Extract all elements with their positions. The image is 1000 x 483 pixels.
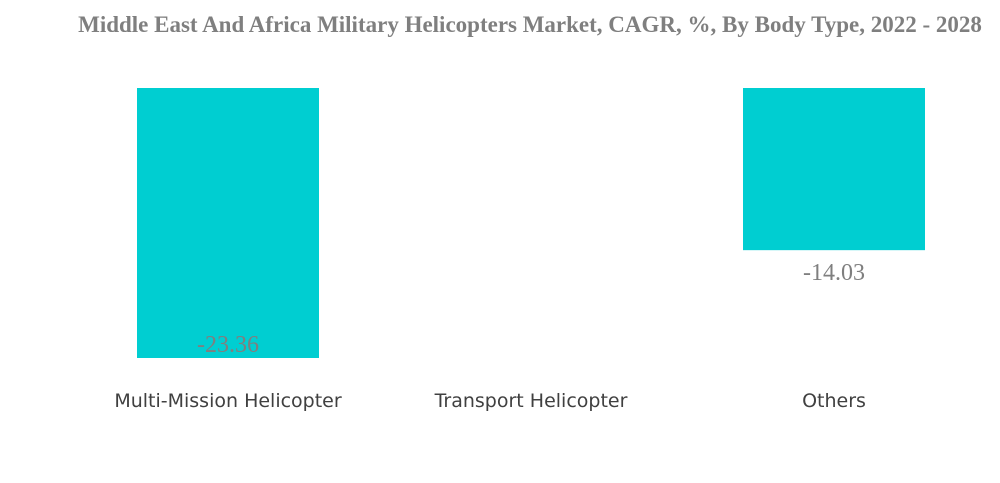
bar-others	[743, 88, 925, 251]
data-label-multi-mission-helicopter: -23.36	[197, 332, 259, 358]
chart-title: Middle East And Africa Military Helicopt…	[78, 12, 982, 37]
category-label-others: Others	[802, 390, 866, 412]
category-label-transport-helicopter: Transport Helicopter	[434, 390, 628, 412]
data-label-others: -14.03	[803, 260, 865, 286]
bar-multi-mission-helicopter	[137, 88, 319, 358]
category-label-multi-mission-helicopter: Multi-Mission Helicopter	[114, 390, 342, 412]
